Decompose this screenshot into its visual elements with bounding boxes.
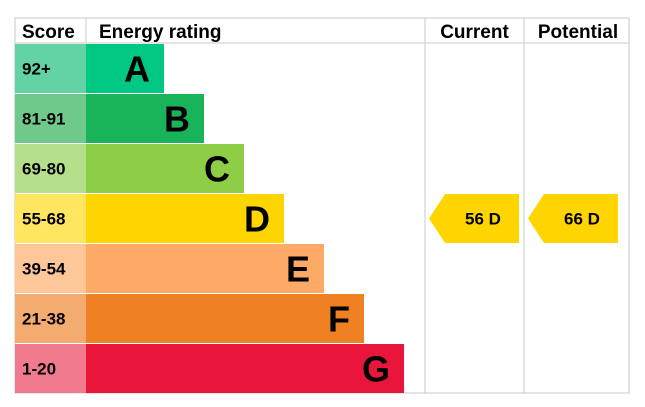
current-rating-arrow <box>429 194 519 243</box>
header-energy-rating: Energy rating <box>99 22 221 43</box>
band-letter-f: F <box>328 299 350 340</box>
potential-rating-label: 66 D <box>564 210 600 229</box>
band-letter-g: G <box>362 349 390 390</box>
band-letter-b: B <box>164 99 190 140</box>
band-letter-c: C <box>204 149 230 190</box>
score-cell-f <box>15 294 86 343</box>
band-bar-b <box>86 94 204 143</box>
header-score: Score <box>22 22 75 43</box>
rating-bands: 92+ A 81-91 B 69-80 C 55-68 D 39-54 E 21-38 F 1-20 G <box>15 44 404 393</box>
band-bar-g <box>86 344 404 393</box>
rating-markers: 56 D 66 D <box>429 194 618 243</box>
band-bar-e <box>86 244 324 293</box>
band-bar-a <box>86 44 164 93</box>
score-range-d: 55-68 <box>22 210 65 229</box>
score-range-a: 92+ <box>22 60 51 79</box>
current-rating-label: 56 D <box>465 210 501 229</box>
band-bar-d <box>86 194 284 243</box>
band-letter-a: A <box>124 49 150 90</box>
score-cell-c <box>15 144 86 193</box>
score-range-g: 1-20 <box>22 360 56 379</box>
header-current: Current <box>440 22 509 43</box>
band-bar-c <box>86 144 244 193</box>
score-range-f: 21-38 <box>22 310 65 329</box>
score-cell-d <box>15 194 86 243</box>
score-cell-a <box>15 44 86 93</box>
score-cell-b <box>15 94 86 143</box>
potential-rating-arrow <box>528 194 618 243</box>
score-range-b: 81-91 <box>22 110 65 129</box>
score-range-c: 69-80 <box>22 160 65 179</box>
band-letter-d: D <box>244 199 270 240</box>
band-bar-f <box>86 294 364 343</box>
score-cell-e <box>15 244 86 293</box>
score-range-e: 39-54 <box>22 260 66 279</box>
header-potential: Potential <box>538 22 618 43</box>
band-letter-e: E <box>286 249 310 290</box>
score-cell-g <box>15 344 86 393</box>
